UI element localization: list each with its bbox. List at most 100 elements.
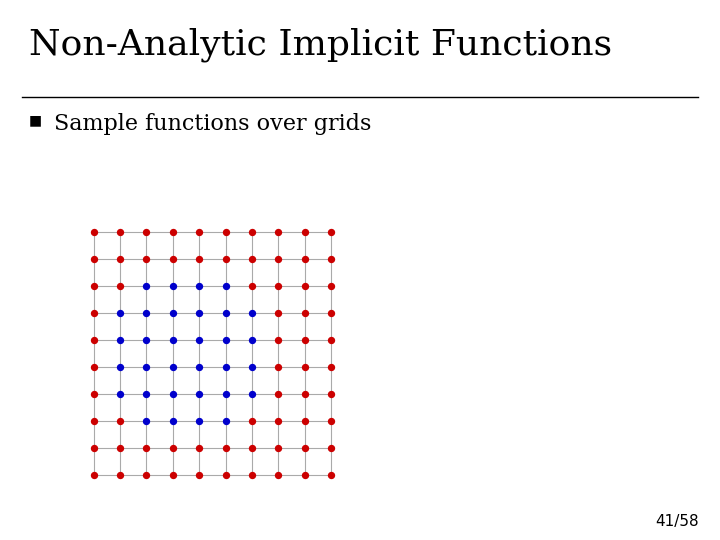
Point	[299, 228, 310, 237]
Point	[220, 417, 231, 426]
Point	[114, 363, 126, 372]
Point	[167, 255, 179, 264]
Point	[220, 336, 231, 345]
Point	[114, 255, 126, 264]
Point	[167, 471, 179, 480]
Point	[299, 390, 310, 399]
Point	[273, 228, 284, 237]
Point	[325, 390, 337, 399]
Point	[299, 255, 310, 264]
Point	[273, 363, 284, 372]
Point	[167, 390, 179, 399]
Point	[220, 228, 231, 237]
Point	[325, 309, 337, 318]
Point	[194, 282, 205, 291]
Point	[299, 336, 310, 345]
Point	[167, 282, 179, 291]
Point	[194, 363, 205, 372]
Point	[88, 255, 99, 264]
Point	[194, 444, 205, 453]
Point	[194, 255, 205, 264]
Point	[325, 336, 337, 345]
Point	[325, 444, 337, 453]
Point	[194, 417, 205, 426]
Point	[325, 255, 337, 264]
Point	[194, 390, 205, 399]
Point	[299, 471, 310, 480]
Point	[114, 282, 126, 291]
Point	[273, 444, 284, 453]
Point	[220, 390, 231, 399]
Point	[114, 228, 126, 237]
Text: ■: ■	[29, 113, 42, 127]
Point	[88, 390, 99, 399]
Point	[140, 444, 152, 453]
Point	[114, 417, 126, 426]
Point	[167, 228, 179, 237]
Point	[140, 471, 152, 480]
Point	[325, 363, 337, 372]
Point	[140, 309, 152, 318]
Point	[114, 471, 126, 480]
Point	[220, 471, 231, 480]
Point	[299, 444, 310, 453]
Point	[325, 471, 337, 480]
Point	[88, 309, 99, 318]
Point	[167, 336, 179, 345]
Point	[88, 228, 99, 237]
Point	[246, 228, 258, 237]
Point	[194, 471, 205, 480]
Point	[88, 417, 99, 426]
Point	[140, 417, 152, 426]
Point	[194, 309, 205, 318]
Point	[114, 309, 126, 318]
Point	[273, 336, 284, 345]
Point	[273, 309, 284, 318]
Point	[246, 336, 258, 345]
Text: 41/58: 41/58	[654, 514, 698, 529]
Point	[140, 255, 152, 264]
Point	[88, 336, 99, 345]
Point	[88, 471, 99, 480]
Point	[220, 444, 231, 453]
Point	[273, 282, 284, 291]
Point	[246, 471, 258, 480]
Point	[246, 255, 258, 264]
Point	[167, 444, 179, 453]
Point	[88, 282, 99, 291]
Point	[167, 309, 179, 318]
Point	[273, 417, 284, 426]
Point	[220, 282, 231, 291]
Point	[246, 309, 258, 318]
Point	[299, 309, 310, 318]
Point	[299, 417, 310, 426]
Point	[140, 282, 152, 291]
Point	[246, 363, 258, 372]
Point	[325, 282, 337, 291]
Point	[140, 228, 152, 237]
Point	[325, 228, 337, 237]
Point	[220, 309, 231, 318]
Text: Sample functions over grids: Sample functions over grids	[54, 113, 372, 136]
Point	[220, 363, 231, 372]
Point	[167, 363, 179, 372]
Point	[299, 282, 310, 291]
Point	[273, 390, 284, 399]
Point	[114, 444, 126, 453]
Point	[194, 228, 205, 237]
Point	[246, 417, 258, 426]
Point	[246, 444, 258, 453]
Point	[325, 417, 337, 426]
Point	[140, 363, 152, 372]
Point	[273, 471, 284, 480]
Point	[246, 390, 258, 399]
Point	[194, 336, 205, 345]
Text: Non-Analytic Implicit Functions: Non-Analytic Implicit Functions	[29, 27, 612, 62]
Point	[140, 336, 152, 345]
Point	[167, 417, 179, 426]
Point	[220, 255, 231, 264]
Point	[299, 363, 310, 372]
Point	[114, 390, 126, 399]
Point	[140, 390, 152, 399]
Point	[88, 363, 99, 372]
